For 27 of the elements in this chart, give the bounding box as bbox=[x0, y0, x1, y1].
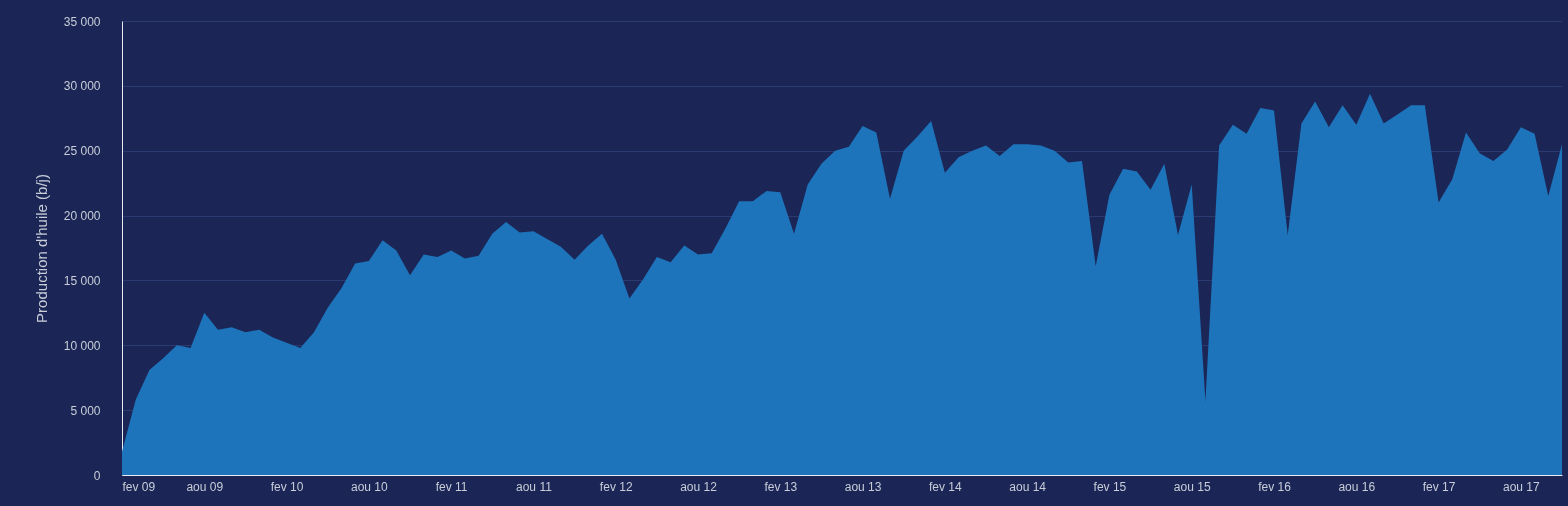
x-tick-label: aou 12 bbox=[680, 479, 718, 494]
y-axis-title: Production d'huile (b/j) bbox=[32, 174, 50, 323]
x-tick-label: aou 11 bbox=[516, 479, 553, 494]
x-tick-label: aou 16 bbox=[1338, 479, 1376, 494]
y-tick-label: 25 000 bbox=[63, 144, 101, 159]
x-tick-label: aou 09 bbox=[186, 479, 224, 494]
y-tick-label: 10 000 bbox=[63, 338, 101, 353]
x-tick-label: aou 14 bbox=[1009, 479, 1047, 494]
x-tick-label: fev 16 bbox=[1258, 479, 1292, 494]
x-tick-label: fev 17 bbox=[1422, 479, 1456, 494]
x-tick-label: fev 15 bbox=[1093, 479, 1127, 494]
x-tick-label: fev 10 bbox=[270, 479, 304, 494]
y-tick-label: 15 000 bbox=[63, 273, 101, 288]
x-tick-label: fev 14 bbox=[929, 479, 963, 494]
y-tick-label: 5 000 bbox=[70, 403, 101, 418]
x-tick-label: fev 13 bbox=[764, 479, 798, 494]
x-tick-label: aou 15 bbox=[1173, 479, 1211, 494]
y-tick-label: 0 bbox=[93, 468, 101, 483]
x-tick-label: fev 09 bbox=[122, 479, 156, 494]
x-tick-label: aou 10 bbox=[351, 479, 389, 494]
y-tick-label: 20 000 bbox=[63, 209, 101, 224]
x-tick-label: fev 11 bbox=[435, 479, 468, 494]
y-tick-label: 35 000 bbox=[63, 14, 101, 29]
x-tick-label: fev 12 bbox=[599, 479, 633, 494]
y-tick-label: 30 000 bbox=[63, 79, 101, 94]
x-tick-label: aou 17 bbox=[1503, 479, 1541, 494]
x-tick-label: aou 13 bbox=[844, 479, 882, 494]
